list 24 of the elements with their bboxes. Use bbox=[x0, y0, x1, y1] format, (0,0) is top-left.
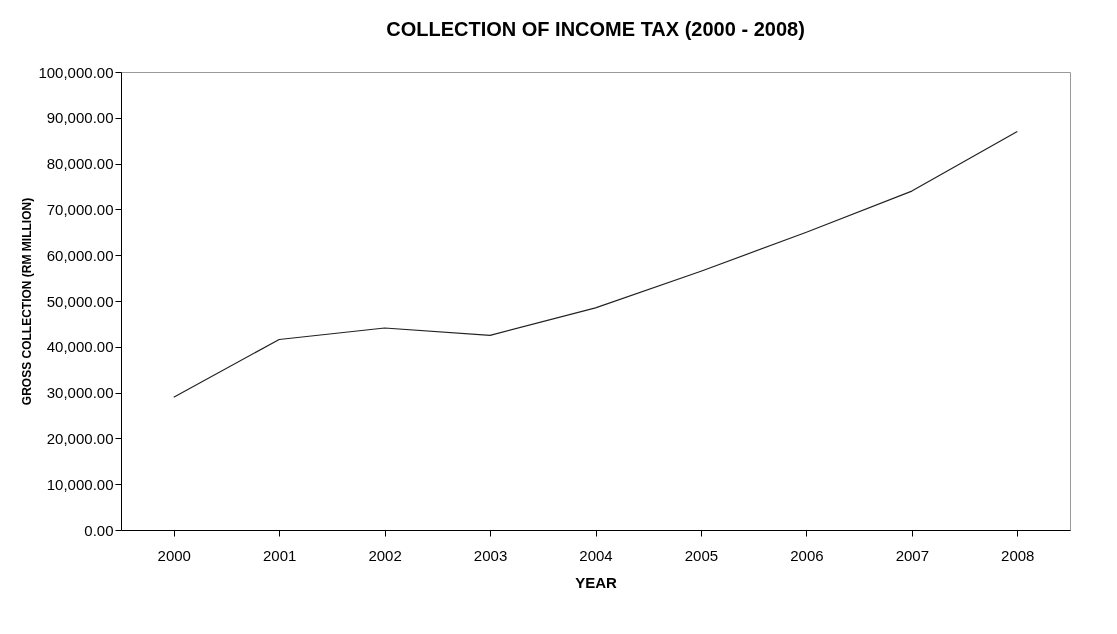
y-tick-label: 40,000.00 bbox=[46, 338, 114, 356]
y-tick-label: 100,000.00 bbox=[38, 63, 114, 81]
y-axis-title: GROSS COLLECTION (RM MILLION) bbox=[20, 197, 35, 406]
y-tick-label: 80,000.00 bbox=[46, 155, 114, 173]
x-tick-label: 2004 bbox=[579, 546, 613, 564]
y-tick-label: 0.00 bbox=[84, 521, 114, 539]
y-tick-label: 90,000.00 bbox=[46, 109, 114, 127]
x-tick-label: 2007 bbox=[895, 546, 930, 564]
y-tick-label: 60,000.00 bbox=[46, 246, 114, 264]
y-tick-label: 70,000.00 bbox=[46, 200, 114, 218]
y-tick-label: 50,000.00 bbox=[46, 292, 114, 310]
y-tick-label: 10,000.00 bbox=[46, 475, 114, 493]
x-tick-label: 2002 bbox=[368, 546, 402, 564]
x-tick-label: 2003 bbox=[473, 546, 508, 564]
x-tick-label: 2000 bbox=[157, 546, 191, 564]
x-axis-title: YEAR bbox=[575, 573, 617, 591]
x-tick-label: 2006 bbox=[790, 546, 824, 564]
y-tick-label: 30,000.00 bbox=[46, 384, 114, 402]
y-tick-label: 20,000.00 bbox=[46, 429, 114, 447]
line-series bbox=[173, 130, 1018, 398]
chart-title: COLLECTION OF INCOME TAX (2000 - 2008) bbox=[386, 18, 805, 40]
x-tick-label: 2005 bbox=[684, 546, 719, 564]
x-tick-label: 2008 bbox=[1001, 546, 1035, 564]
x-tick-label: 2001 bbox=[262, 546, 297, 564]
